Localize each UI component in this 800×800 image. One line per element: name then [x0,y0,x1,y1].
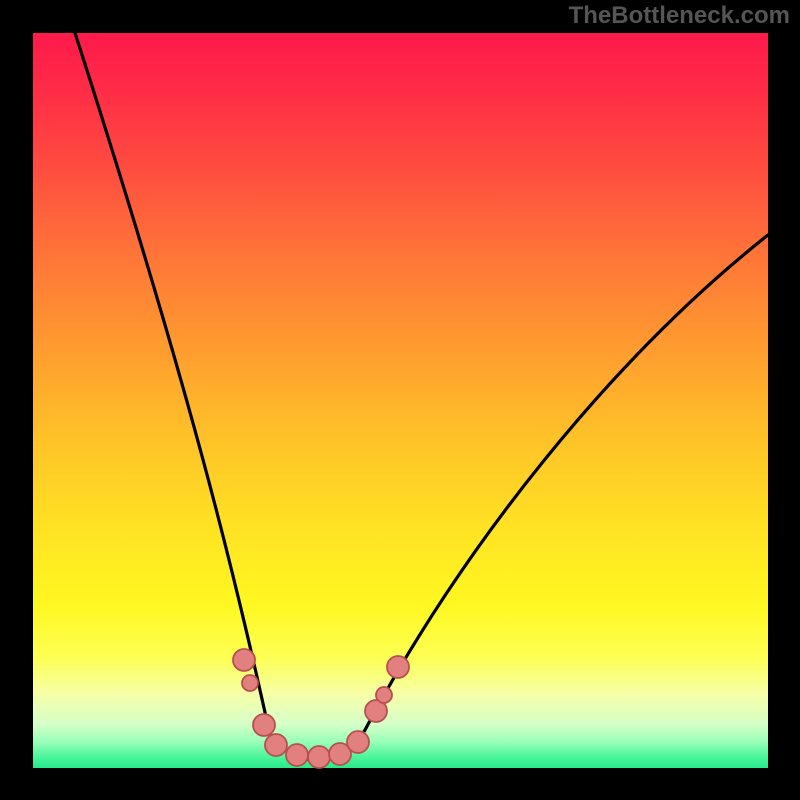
marker-point [376,687,392,703]
marker-point [387,656,409,678]
marker-point [308,746,330,768]
watermark-text: TheBottleneck.com [569,2,790,30]
marker-points [233,649,409,768]
marker-point [233,649,255,671]
marker-point [347,731,369,753]
marker-point [242,675,258,691]
chart-svg [0,0,800,800]
marker-point [286,744,308,766]
marker-point [265,734,287,756]
v-curve [75,33,768,761]
marker-point [253,714,275,736]
